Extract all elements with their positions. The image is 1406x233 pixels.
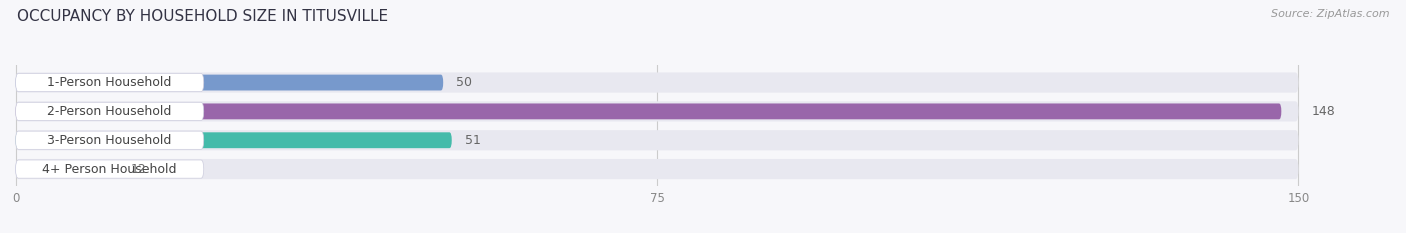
FancyBboxPatch shape	[15, 160, 204, 178]
FancyBboxPatch shape	[15, 101, 1299, 121]
FancyBboxPatch shape	[15, 75, 443, 90]
Text: 50: 50	[456, 76, 472, 89]
Text: 12: 12	[131, 163, 146, 176]
FancyBboxPatch shape	[15, 103, 1281, 119]
FancyBboxPatch shape	[15, 73, 204, 92]
Text: 51: 51	[464, 134, 481, 147]
Text: 1-Person Household: 1-Person Household	[48, 76, 172, 89]
FancyBboxPatch shape	[15, 131, 204, 149]
Text: OCCUPANCY BY HOUSEHOLD SIZE IN TITUSVILLE: OCCUPANCY BY HOUSEHOLD SIZE IN TITUSVILL…	[17, 9, 388, 24]
Text: 4+ Person Household: 4+ Person Household	[42, 163, 177, 176]
Text: Source: ZipAtlas.com: Source: ZipAtlas.com	[1271, 9, 1389, 19]
FancyBboxPatch shape	[15, 161, 118, 177]
FancyBboxPatch shape	[15, 130, 1299, 150]
FancyBboxPatch shape	[15, 132, 451, 148]
Text: 3-Person Household: 3-Person Household	[48, 134, 172, 147]
FancyBboxPatch shape	[15, 72, 1299, 93]
Text: 148: 148	[1312, 105, 1336, 118]
Text: 2-Person Household: 2-Person Household	[48, 105, 172, 118]
FancyBboxPatch shape	[15, 159, 1299, 179]
FancyBboxPatch shape	[15, 102, 204, 120]
